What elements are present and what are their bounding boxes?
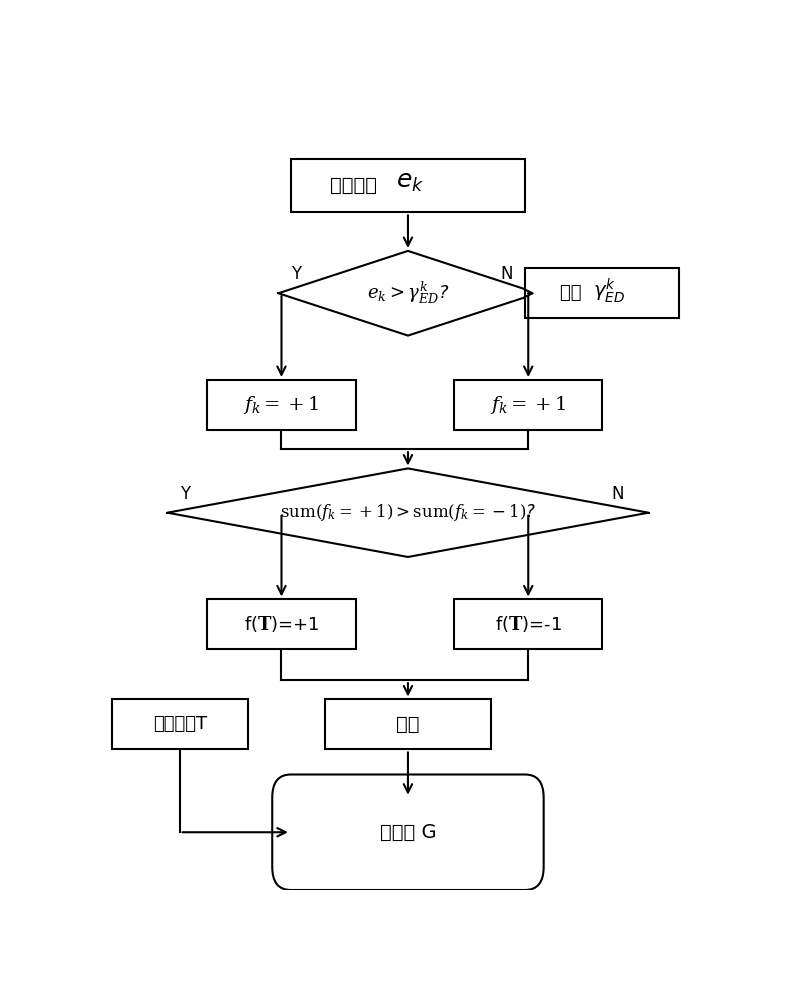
Text: 统计向量T: 统计向量T	[153, 715, 207, 733]
Text: f($\mathbf{T}$)=+1: f($\mathbf{T}$)=+1	[244, 614, 319, 634]
Polygon shape	[167, 468, 649, 557]
FancyBboxPatch shape	[325, 699, 491, 749]
Polygon shape	[279, 251, 537, 336]
Text: Y: Y	[180, 485, 189, 503]
FancyBboxPatch shape	[272, 774, 544, 890]
FancyBboxPatch shape	[208, 599, 356, 649]
Text: 标签: 标签	[396, 715, 419, 734]
Text: $e_k > \gamma_{ED}^k$?: $e_k > \gamma_{ED}^k$?	[367, 280, 449, 306]
Text: Y: Y	[291, 265, 301, 283]
FancyBboxPatch shape	[525, 268, 679, 318]
Text: 训练集 G: 训练集 G	[380, 823, 436, 842]
Text: f($\mathbf{T}$)=-1: f($\mathbf{T}$)=-1	[494, 614, 562, 634]
Text: N: N	[501, 265, 513, 283]
Text: $e_k$: $e_k$	[396, 170, 423, 194]
Text: $f_k=+1$: $f_k=+1$	[490, 394, 567, 416]
FancyBboxPatch shape	[455, 380, 603, 430]
Text: $\gamma_{ED}^k$: $\gamma_{ED}^k$	[593, 277, 625, 305]
FancyBboxPatch shape	[111, 699, 248, 749]
FancyBboxPatch shape	[208, 380, 356, 430]
FancyBboxPatch shape	[291, 158, 525, 212]
Text: 门限: 门限	[560, 284, 587, 302]
Text: $f_k=+1$: $f_k=+1$	[244, 394, 320, 416]
FancyBboxPatch shape	[455, 599, 603, 649]
Text: N: N	[611, 485, 624, 503]
Text: 平均能量: 平均能量	[330, 176, 384, 195]
Text: $\mathrm{sum}(f_k=+1) > \mathrm{sum}(f_k=-1)$?: $\mathrm{sum}(f_k=+1) > \mathrm{sum}(f_k…	[280, 502, 536, 523]
